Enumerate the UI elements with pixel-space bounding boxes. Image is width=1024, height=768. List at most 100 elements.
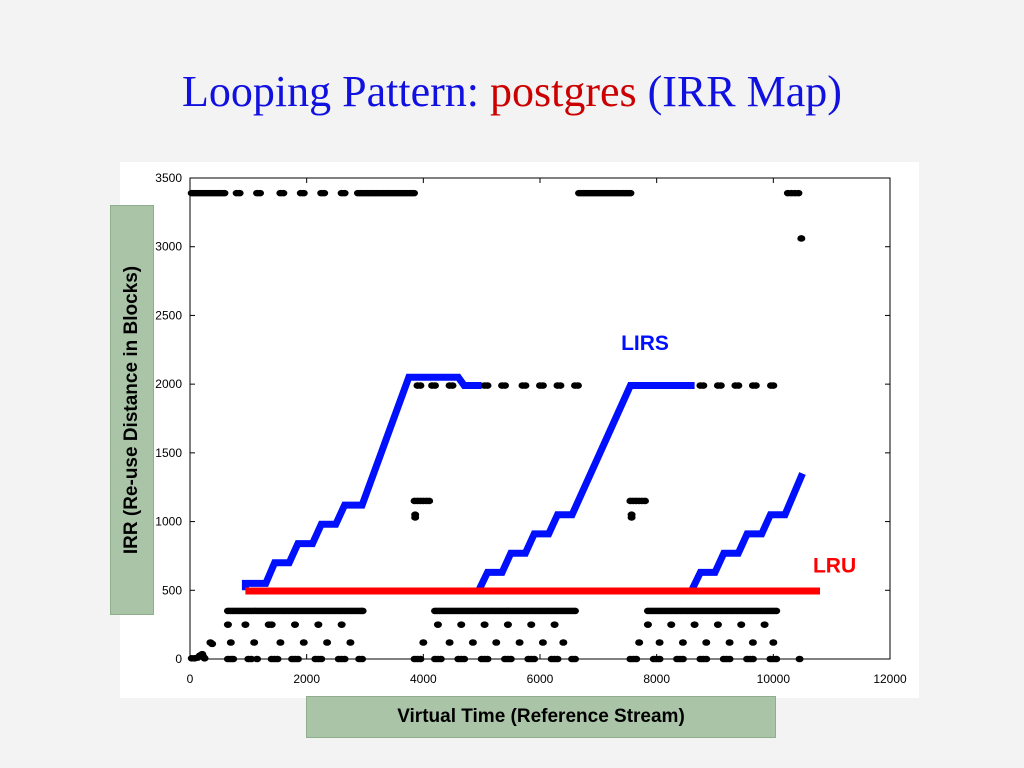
data-point — [358, 655, 367, 663]
data-point — [797, 235, 806, 242]
x-tick-label: 2000 — [293, 672, 320, 686]
data-point — [468, 639, 477, 646]
data-point — [748, 655, 757, 663]
y-axis-label: IRR (Re-use Distance in Blocks) — [121, 265, 142, 555]
data-point — [573, 382, 582, 389]
x-tick-label: 10000 — [757, 672, 791, 686]
data-point — [769, 639, 778, 646]
y-tick-label: 3000 — [155, 240, 182, 254]
data-point — [358, 607, 367, 615]
data-point — [483, 655, 492, 663]
data-point — [299, 639, 308, 646]
data-point — [503, 621, 512, 628]
title-highlight-text: postgres — [490, 67, 637, 116]
x-tick-label: 8000 — [643, 672, 670, 686]
data-point — [411, 514, 420, 521]
data-point — [460, 655, 469, 663]
data-point — [538, 639, 547, 646]
data-point — [250, 639, 259, 646]
x-tick-label: 12000 — [873, 672, 907, 686]
y-tick-label: 2000 — [155, 377, 182, 391]
y-tick-label: 1000 — [155, 515, 182, 529]
data-point — [734, 382, 743, 389]
data-point — [527, 621, 536, 628]
data-point — [702, 655, 711, 663]
data-point — [571, 655, 579, 663]
slide-title: Looping Pattern: postgres (IRR Map) — [0, 67, 1024, 116]
data-point — [772, 607, 781, 615]
y-tick-label: 0 — [175, 652, 182, 666]
data-point — [346, 639, 355, 646]
data-point — [293, 655, 302, 663]
data-point — [267, 621, 276, 628]
x-tick-label: 6000 — [527, 672, 554, 686]
data-point — [320, 189, 329, 197]
data-point — [436, 655, 445, 663]
irr-map-chart: 0 2000 4000 6000 8000 10000 12000 0 500 1000 1500 2… — [155, 171, 907, 686]
data-point — [521, 382, 530, 389]
data-point — [737, 621, 746, 628]
lirs-line — [475, 382, 695, 592]
data-point — [769, 382, 778, 389]
data-point — [323, 639, 332, 646]
data-point — [553, 655, 562, 663]
x-tick-label: 0 — [187, 672, 194, 686]
data-point — [506, 655, 515, 663]
data-point — [635, 639, 644, 646]
data-point — [794, 189, 803, 197]
data-point — [483, 382, 492, 389]
y-tick-label: 1500 — [155, 446, 182, 460]
data-point — [641, 497, 649, 505]
lirs-line — [688, 472, 806, 592]
data-point — [725, 639, 734, 646]
data-point — [515, 639, 524, 646]
data-point — [748, 639, 757, 646]
data-point — [226, 639, 235, 646]
lirs-line — [241, 373, 482, 591]
data-point — [299, 189, 308, 197]
data-point — [550, 621, 559, 628]
data-point — [559, 639, 568, 646]
x-axis-label: Virtual Time (Reference Stream) — [397, 706, 685, 727]
x-tick-label: 4000 — [410, 672, 437, 686]
plot-panel: 0 2000 4000 6000 8000 10000 12000 0 500 1000 1500 2… — [120, 162, 919, 698]
data-point — [416, 655, 425, 663]
data-point — [760, 621, 769, 628]
data-point — [795, 655, 804, 663]
data-point — [457, 621, 466, 628]
data-point — [480, 621, 489, 628]
plot-frame — [189, 177, 891, 660]
data-point — [655, 639, 664, 646]
data-point — [340, 189, 349, 197]
data-point — [229, 655, 238, 663]
data-point — [643, 621, 652, 628]
data-point — [433, 621, 442, 628]
annotation-lirs: LIRS — [621, 332, 669, 355]
data-point — [632, 655, 641, 663]
data-point — [448, 382, 457, 389]
data-point — [419, 639, 428, 646]
data-point — [716, 382, 725, 389]
data-point — [492, 639, 501, 646]
data-point — [431, 382, 439, 389]
data-point — [713, 621, 722, 628]
data-point — [702, 639, 711, 646]
y-tick-label: 2500 — [155, 308, 182, 322]
data-point — [256, 189, 264, 197]
data-point — [678, 655, 687, 663]
data-point — [200, 655, 209, 662]
data-point — [337, 621, 346, 628]
data-point — [772, 655, 781, 663]
data-point — [273, 655, 282, 663]
data-point — [279, 189, 288, 197]
data-point — [627, 514, 636, 521]
data-point — [445, 639, 454, 646]
data-point — [340, 655, 349, 663]
data-point — [410, 189, 418, 197]
y-tick-label: 500 — [162, 583, 182, 597]
data-point — [626, 189, 635, 197]
data-point — [678, 639, 687, 646]
data-point — [220, 189, 229, 197]
data-point — [253, 655, 262, 663]
x-axis-label-box: Virtual Time (Reference Stream) — [306, 696, 776, 738]
